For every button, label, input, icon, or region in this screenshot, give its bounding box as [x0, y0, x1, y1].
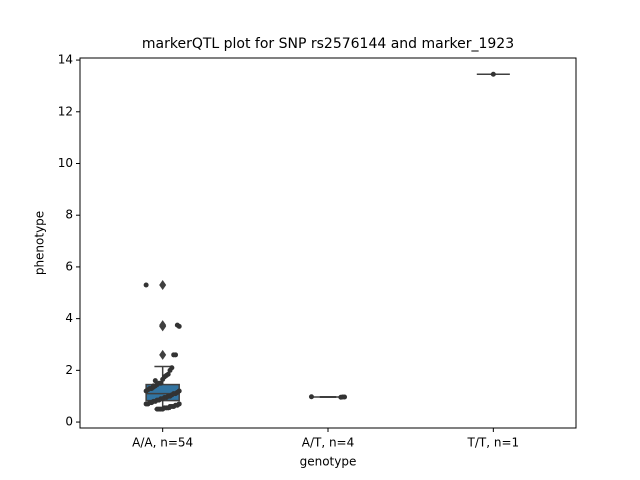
strip-point [174, 322, 180, 328]
strip-point [167, 367, 173, 373]
strip-point [160, 376, 166, 382]
chart-title: markerQTL plot for SNP rs2576144 and mar… [142, 36, 514, 52]
x-axis-label: genotype [300, 455, 357, 469]
strip-point [171, 352, 177, 358]
strip-point [490, 71, 496, 77]
x-tick-label: A/T, n=4 [302, 436, 355, 450]
plot-frame [79, 57, 577, 429]
strip-point [338, 394, 344, 400]
y-tick-label: 6 [65, 259, 73, 273]
strip-point [150, 383, 156, 389]
y-tick-label: 12 [58, 104, 73, 118]
y-tick-label: 14 [58, 53, 73, 67]
y-tick-label: 4 [65, 311, 73, 325]
y-tick-label: 8 [65, 208, 73, 222]
strip-point [308, 394, 314, 400]
strip-point [143, 388, 149, 394]
y-tick-label: 10 [58, 156, 73, 170]
strip-point [143, 282, 149, 288]
strip-point [152, 378, 158, 384]
strip-point [143, 401, 149, 407]
y-tick-label: 2 [65, 363, 73, 377]
x-tick-label: T/T, n=1 [467, 436, 520, 450]
y-axis-label: phenotype [33, 211, 47, 275]
flier [159, 320, 167, 331]
flier [159, 280, 167, 291]
y-tick-label: 0 [65, 415, 73, 429]
flier [159, 349, 167, 360]
strip-point [154, 406, 160, 412]
x-tick-label: A/A, n=54 [132, 436, 193, 450]
